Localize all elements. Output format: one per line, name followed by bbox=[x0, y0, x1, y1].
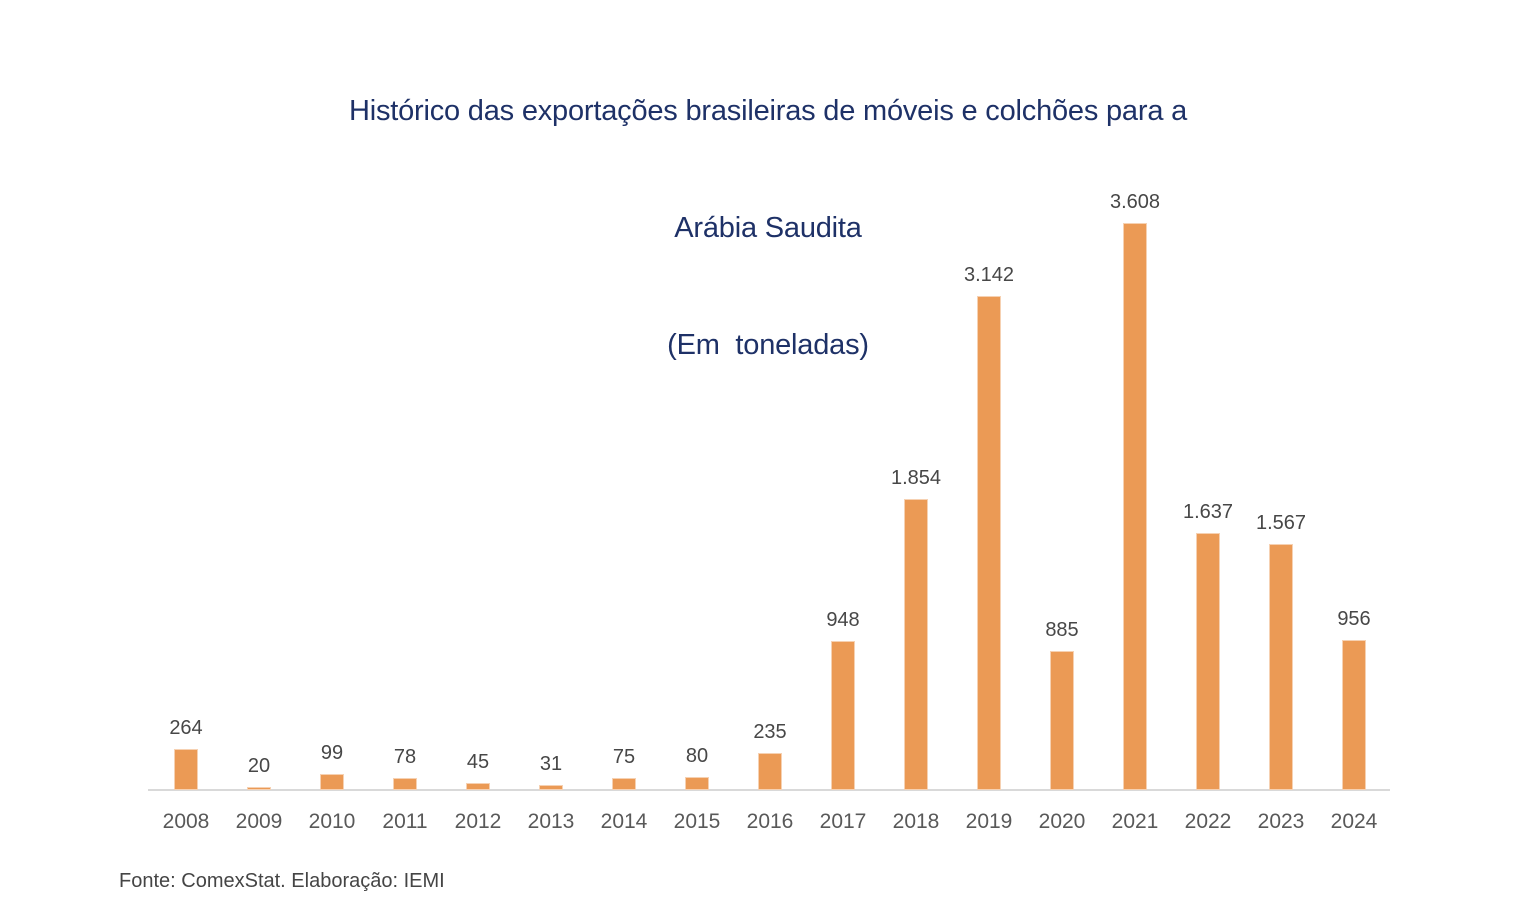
value-label-2009: 20 bbox=[247, 755, 271, 777]
source-note: Fonte: ComexStat. Elaboração: IEMI bbox=[119, 870, 445, 892]
x-tick-label-2016: 2016 bbox=[746, 810, 794, 833]
value-label-2010: 99 bbox=[320, 742, 344, 764]
value-label-2021: 3.608 bbox=[1109, 191, 1161, 213]
value-label-2016: 235 bbox=[753, 721, 787, 743]
value-label-2013: 31 bbox=[539, 753, 563, 775]
bar-2014 bbox=[612, 778, 636, 790]
chart-title-line3: (Em toneladas) bbox=[667, 329, 869, 361]
x-axis-line bbox=[148, 789, 1390, 791]
bar-2015 bbox=[685, 777, 709, 790]
bar-2011 bbox=[393, 778, 417, 790]
x-tick-label-2009: 2009 bbox=[235, 810, 283, 833]
x-tick-label-2024: 2024 bbox=[1330, 810, 1378, 833]
bar-2009 bbox=[247, 787, 271, 790]
x-tick-label-2010: 2010 bbox=[308, 810, 356, 833]
bar-2021 bbox=[1123, 223, 1147, 790]
bar-2022 bbox=[1196, 533, 1220, 790]
x-tick-label-2012: 2012 bbox=[454, 810, 502, 833]
bar-2019 bbox=[977, 296, 1001, 790]
bar-2013 bbox=[539, 785, 563, 790]
bar-2024 bbox=[1342, 640, 1366, 790]
x-tick-label-2020: 2020 bbox=[1038, 810, 1086, 833]
bar-2016 bbox=[758, 753, 782, 790]
value-label-2012: 45 bbox=[466, 751, 490, 773]
x-tick-label-2011: 2011 bbox=[382, 810, 428, 833]
value-label-2011: 78 bbox=[393, 746, 417, 768]
value-label-2008: 264 bbox=[169, 717, 203, 739]
bar-2023 bbox=[1269, 544, 1293, 790]
value-label-2018: 1.854 bbox=[890, 467, 942, 489]
value-label-2015: 80 bbox=[685, 745, 709, 767]
value-label-2022: 1.637 bbox=[1182, 501, 1234, 523]
chart-title: Histórico das exportações brasileiras de… bbox=[0, 14, 1536, 443]
x-tick-label-2013: 2013 bbox=[527, 810, 575, 833]
x-tick-label-2021: 2021 bbox=[1111, 810, 1159, 833]
value-label-2020: 885 bbox=[1045, 619, 1079, 641]
bar-2010 bbox=[320, 774, 344, 790]
value-label-2014: 75 bbox=[612, 746, 636, 768]
bar-2020 bbox=[1050, 651, 1074, 790]
chart-title-line1: Histórico das exportações brasileiras de… bbox=[348, 95, 1188, 127]
x-tick-label-2022: 2022 bbox=[1184, 810, 1232, 833]
value-label-2017: 948 bbox=[826, 609, 860, 631]
value-label-2019: 3.142 bbox=[963, 264, 1015, 286]
x-tick-label-2015: 2015 bbox=[673, 810, 721, 833]
bar-2012 bbox=[466, 783, 490, 790]
x-tick-label-2008: 2008 bbox=[162, 810, 210, 833]
x-tick-label-2018: 2018 bbox=[892, 810, 940, 833]
x-tick-label-2014: 2014 bbox=[600, 810, 648, 833]
bar-2017 bbox=[831, 641, 855, 790]
bar-2008 bbox=[174, 749, 198, 790]
x-tick-label-2019: 2019 bbox=[965, 810, 1013, 833]
x-tick-label-2023: 2023 bbox=[1257, 810, 1305, 833]
x-tick-label-2017: 2017 bbox=[819, 810, 867, 833]
value-label-2023: 1.567 bbox=[1255, 512, 1307, 534]
bar-2018 bbox=[904, 499, 928, 790]
chart-title-line2: Arábia Saudita bbox=[674, 212, 862, 244]
value-label-2024: 956 bbox=[1337, 608, 1371, 630]
